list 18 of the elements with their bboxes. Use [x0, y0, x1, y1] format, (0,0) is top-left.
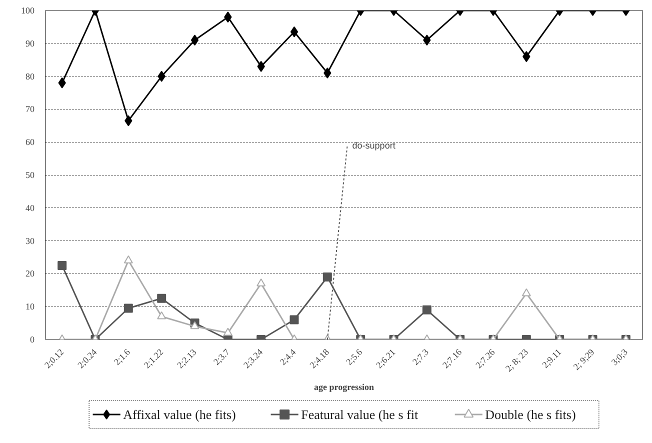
x-axis-title: age progression [314, 382, 374, 392]
y-tick-label: 80 [26, 71, 35, 82]
legend-label: Affixal value (he fits) [123, 407, 236, 422]
legend-label: Double (he s fits) [485, 407, 576, 422]
y-tick-label: 70 [26, 104, 35, 114]
y-tick-label: 10 [26, 302, 35, 312]
x-tick-label: 2; 9;29 [571, 346, 597, 372]
y-tick-label: 90 [26, 38, 35, 48]
y-tick-label: 100 [21, 6, 35, 16]
y-tick-label: 20 [26, 268, 35, 279]
y-tick-label: 0 [30, 334, 35, 344]
y-tick-label: 40 [26, 202, 35, 213]
annotation: do-support [352, 140, 396, 150]
x-tick-label: 2; 8; 23 [503, 346, 530, 374]
y-tick-label: 60 [26, 137, 35, 148]
y-tick-label: 50 [26, 170, 35, 180]
legend-label: Featural value (he s fit [301, 407, 418, 422]
y-tick-label: 30 [26, 236, 35, 246]
